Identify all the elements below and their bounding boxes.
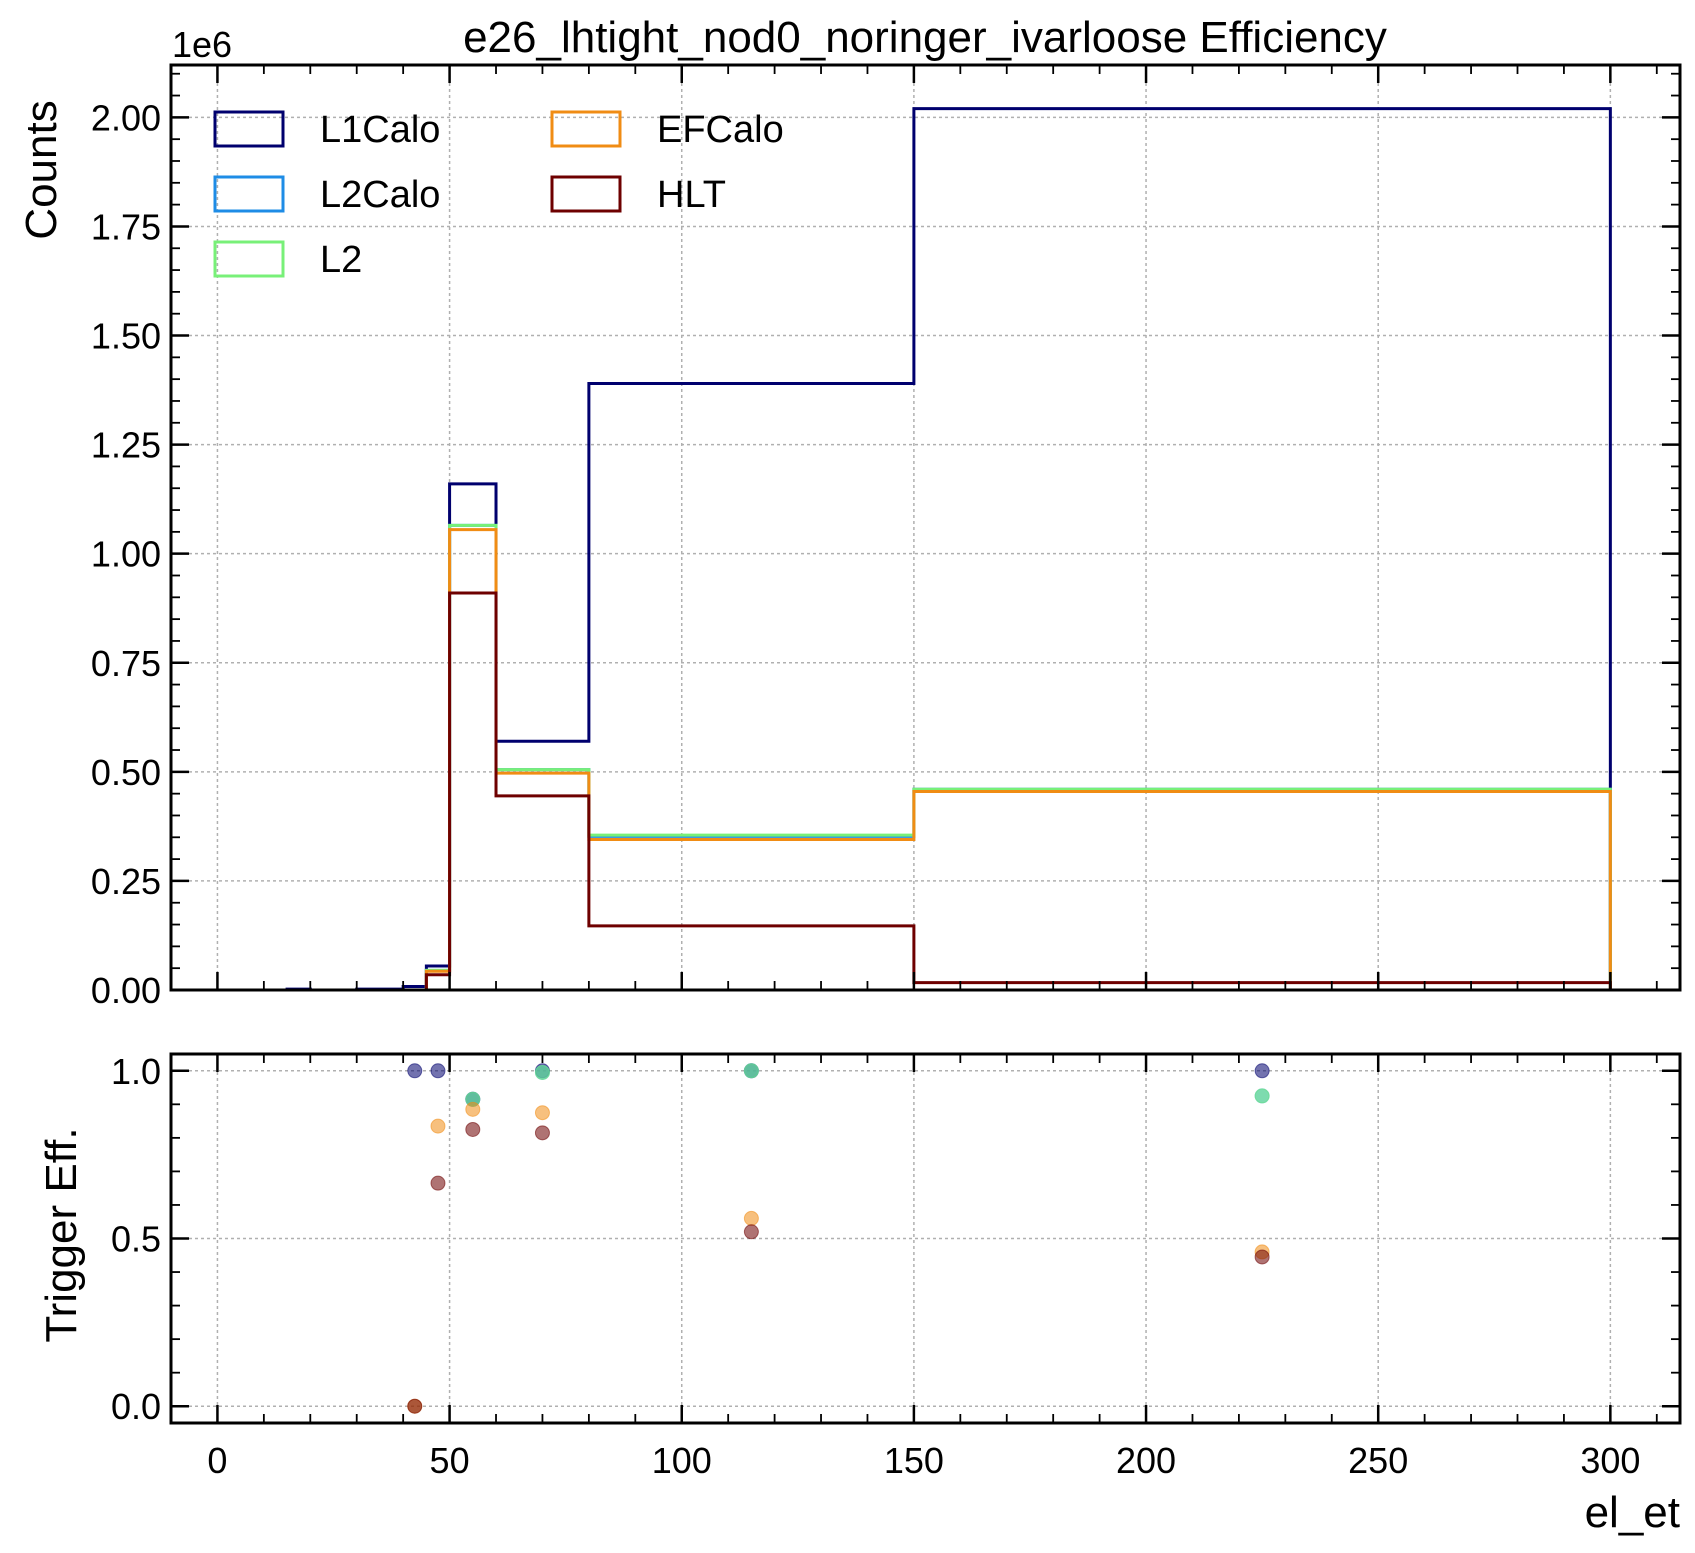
legend-swatch-l2calo bbox=[213, 175, 285, 213]
efficiency-point-l2 bbox=[534, 1064, 550, 1080]
x-tick-label: 250 bbox=[1348, 1440, 1408, 1481]
x-tick-label: 150 bbox=[884, 1440, 944, 1481]
legend: L1Calo L2Calo L2 EFCalo HLT bbox=[213, 109, 784, 281]
histogram-efcalo bbox=[217, 528, 1612, 992]
legend-swatch-hlt bbox=[550, 175, 622, 213]
efficiency-point-hlt bbox=[430, 1175, 446, 1191]
bottom-y-tick-label: 0.0 bbox=[111, 1386, 161, 1427]
legend-label-hlt: HLT bbox=[657, 174, 726, 216]
efficiency-point-efcalo bbox=[465, 1101, 481, 1117]
x-tick-label: 50 bbox=[430, 1440, 470, 1481]
efficiency-point-l1calo bbox=[430, 1063, 446, 1079]
x-tick-label: 0 bbox=[207, 1440, 227, 1481]
efficiency-point-l2 bbox=[743, 1063, 759, 1079]
top-y-tick-label: 0.00 bbox=[91, 970, 161, 1011]
y-scale-label: 1e6 bbox=[172, 24, 232, 65]
top-y-tick-label: 0.25 bbox=[91, 861, 161, 902]
efficiency-point-efcalo bbox=[743, 1210, 759, 1226]
efficiency-point-efcalo bbox=[534, 1105, 550, 1121]
bottom-panel-frame bbox=[169, 1052, 1682, 1425]
efficiency-point-l1calo bbox=[1254, 1063, 1270, 1079]
efficiency-point-efcalo bbox=[430, 1118, 446, 1134]
efficiency-point-hlt bbox=[465, 1121, 481, 1137]
legend-label-l1calo: L1Calo bbox=[320, 109, 440, 151]
efficiency-point-hlt bbox=[534, 1125, 550, 1141]
legend-swatch-l1calo bbox=[213, 110, 285, 148]
bottom-y-tick-label: 0.5 bbox=[111, 1219, 161, 1260]
legend-label-efcalo: EFCalo bbox=[657, 109, 784, 151]
efficiency-point-hlt bbox=[407, 1398, 423, 1414]
top-y-tick-label: 0.50 bbox=[91, 752, 161, 793]
top-y-tick-label: 1.50 bbox=[91, 316, 161, 357]
bottom-panel-grid bbox=[171, 1054, 1680, 1423]
bottom-y-axis-label: Trigger Eff. bbox=[37, 1127, 86, 1342]
legend-label-l2calo: L2Calo bbox=[320, 174, 440, 216]
top-y-tick-label: 1.00 bbox=[91, 534, 161, 575]
x-tick-label: 200 bbox=[1116, 1440, 1176, 1481]
legend-swatch-l2 bbox=[213, 240, 285, 278]
top-panel-frame bbox=[169, 63, 1682, 992]
top-y-tick-label: 2.00 bbox=[91, 97, 161, 138]
top-y-tick-label: 1.75 bbox=[91, 206, 161, 247]
chart-title: e26_lhtight_nod0_noringer_ivarloose Effi… bbox=[463, 13, 1387, 62]
efficiency-point-l2 bbox=[1254, 1088, 1270, 1104]
efficiency-point-hlt bbox=[743, 1224, 759, 1240]
legend-swatch-efcalo bbox=[550, 110, 622, 148]
efficiency-point-l1calo bbox=[407, 1063, 423, 1079]
x-tick-label: 300 bbox=[1580, 1440, 1640, 1481]
bottom-panel-scatter bbox=[407, 1063, 1270, 1414]
top-y-tick-label: 0.75 bbox=[91, 643, 161, 684]
top-panel-ticks: 0.00 0.25 0.50 0.75 1.00 1.25 1.50 1.75 2.00 bbox=[91, 72, 1680, 1011]
top-y-tick-label: 1.25 bbox=[91, 425, 161, 466]
efficiency-point-hlt bbox=[1254, 1249, 1270, 1265]
top-y-axis-label: Counts bbox=[17, 100, 66, 239]
legend-label-l2: L2 bbox=[320, 239, 362, 281]
bottom-y-tick-label: 1.0 bbox=[111, 1051, 161, 1092]
x-tick-label: 100 bbox=[652, 1440, 712, 1481]
x-axis-label: el_et bbox=[1585, 1488, 1680, 1537]
